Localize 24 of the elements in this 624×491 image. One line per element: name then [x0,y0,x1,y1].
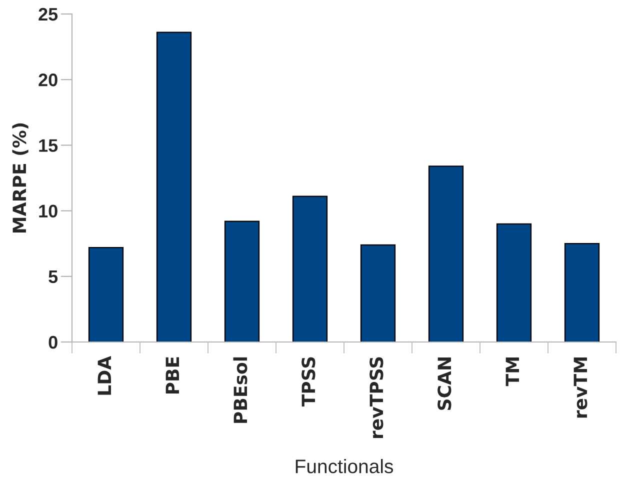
x-tick-label: TM [506,358,519,386]
y-tick-label: 25 [38,8,58,21]
bar [428,166,464,342]
bar [156,32,192,342]
x-tick-label: LDA [98,356,111,395]
y-tick-label: 20 [38,74,58,86]
bar [292,196,328,342]
y-tick-label: 10 [39,204,58,218]
y-tick-label: 0 [48,336,58,349]
y-tick-label: 15 [39,139,58,152]
y-tick-label: 5 [48,270,58,284]
bar [496,223,532,342]
x-tick-label: PBEsol [233,357,248,423]
y-axis-title: MARPE (%) [12,123,28,232]
bar [564,243,600,342]
x-tick-label: revTM [574,358,588,418]
x-tick-label: SCAN [438,358,452,410]
bar [224,220,260,342]
x-tick-label: revTPSS [370,357,384,438]
bar [360,244,396,342]
bar [88,246,124,342]
x-axis-title: Functionals [296,459,394,474]
x-tick-label: PBE [166,357,179,394]
x-tick-label: TPSS [302,357,316,407]
